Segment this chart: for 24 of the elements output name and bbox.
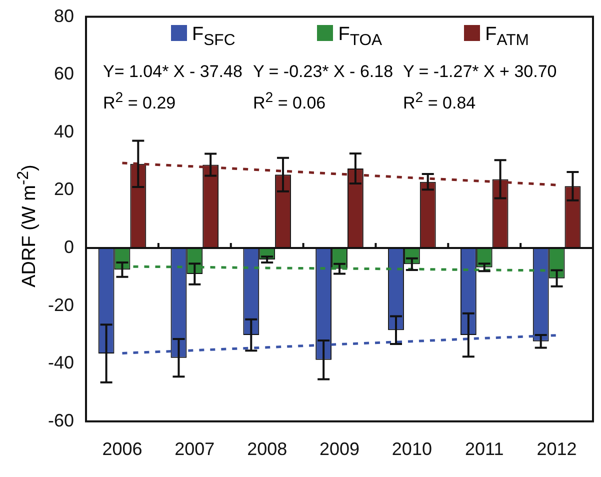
annotation: R$^{2}$ = 0.06 — [253, 90, 327, 114]
x-tick-label: 2006 — [102, 439, 142, 460]
y-tick-label: 80 — [54, 6, 74, 26]
legend-label: F$_{ATM}$ — [484, 24, 529, 50]
y-tick-label: 40 — [54, 121, 74, 142]
y-tick-label: -40 — [48, 352, 74, 373]
annotation: R$^{2}$ = 0.29 — [103, 90, 177, 114]
x-tick-label: 2012 — [536, 439, 577, 460]
x-tick-label: 2010 — [392, 439, 432, 460]
annotation: Y = -1.27* X + 30.70 — [403, 62, 558, 82]
x-tick-label: 2011 — [465, 439, 504, 460]
y-tick-label: 0 — [64, 236, 74, 257]
annotation: R$^{2}$ = 0.84 — [403, 90, 477, 114]
y-tick-label: 60 — [54, 64, 74, 84]
y-tick-label: 20 — [54, 179, 74, 200]
y-tick-label: -20 — [48, 294, 74, 315]
legend-label: F$_{TOA}$ — [337, 24, 382, 50]
y-tick-label: -60 — [48, 410, 74, 430]
x-tick-label: 2008 — [247, 439, 288, 460]
annotation: Y= 1.04* X - 37.48 — [103, 62, 244, 82]
annotation: Y = -0.23* X - 6.18 — [253, 62, 394, 82]
legend-label: F$_{SFC}$ — [190, 24, 236, 50]
x-tick-label: 2007 — [174, 439, 215, 460]
x-tick-label: 2009 — [319, 439, 360, 460]
